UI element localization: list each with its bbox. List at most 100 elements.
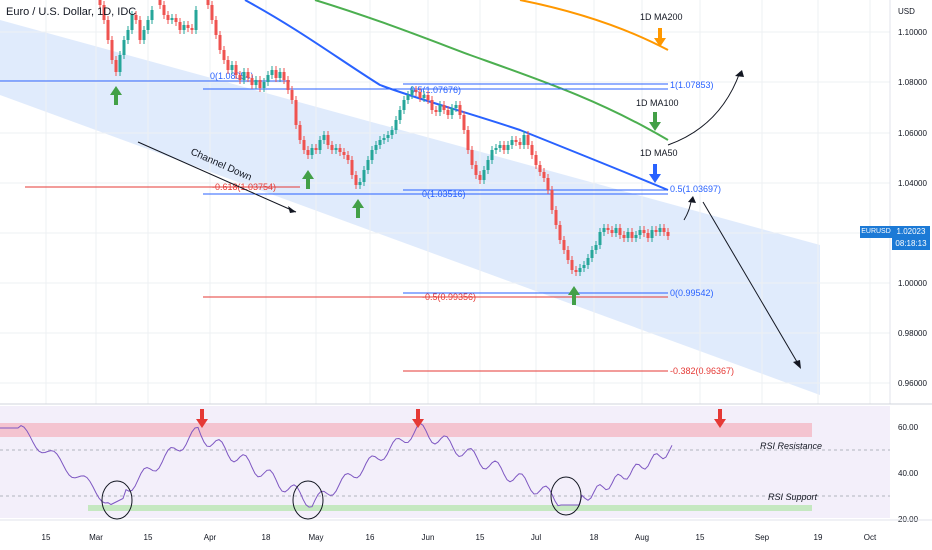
level-label-5: 0(1.03516) bbox=[422, 189, 466, 199]
rsi-resistance-zone bbox=[0, 423, 812, 437]
candle-body bbox=[106, 20, 110, 40]
price-tick-label: 0.96000 bbox=[898, 379, 927, 388]
candle-body bbox=[358, 182, 362, 185]
candle-body bbox=[510, 140, 514, 145]
candle-body bbox=[274, 70, 278, 78]
candle-body bbox=[630, 232, 634, 238]
candle-body bbox=[518, 142, 522, 145]
level-label-3: 1(1.07853) bbox=[670, 80, 714, 90]
candle-body bbox=[614, 228, 618, 233]
candle-body bbox=[326, 135, 330, 145]
time-tick-label: 16 bbox=[366, 533, 375, 542]
candle-body bbox=[618, 228, 622, 235]
candle-body bbox=[490, 150, 494, 160]
candle-body bbox=[554, 210, 558, 225]
candle-body bbox=[538, 165, 542, 172]
candle-body bbox=[410, 90, 414, 95]
candle-body bbox=[278, 72, 282, 78]
rsi-support-zone bbox=[88, 505, 812, 511]
candle-body bbox=[642, 230, 646, 233]
candle-body bbox=[430, 100, 434, 110]
candle-body bbox=[250, 78, 254, 85]
candle-body bbox=[458, 105, 462, 115]
candle-body bbox=[610, 230, 614, 233]
candle-body bbox=[438, 105, 442, 112]
candle-body bbox=[190, 28, 194, 30]
candle-body bbox=[590, 250, 594, 258]
candle-body bbox=[322, 135, 326, 140]
chart-title: Euro / U.S. Dollar, 1D, IDC bbox=[6, 6, 137, 18]
level-label-4: -0.618(1.03754) bbox=[212, 182, 276, 192]
candle-body bbox=[374, 145, 378, 150]
time-tick-label: 15 bbox=[696, 533, 705, 542]
candle-body bbox=[298, 125, 302, 140]
candle-body bbox=[234, 65, 238, 75]
candle-body bbox=[138, 20, 142, 40]
candle-body bbox=[606, 228, 610, 230]
candle-body bbox=[350, 160, 354, 175]
rsi-tick-label: 60.00 bbox=[898, 423, 919, 432]
candle-body bbox=[114, 60, 118, 72]
candle-body bbox=[634, 235, 638, 238]
candle-body bbox=[246, 72, 250, 78]
candle-body bbox=[478, 175, 482, 180]
candle-body bbox=[186, 25, 190, 28]
green-arrows bbox=[110, 28, 666, 305]
candle-body bbox=[210, 5, 214, 20]
candle-body bbox=[522, 135, 526, 145]
candle-body bbox=[150, 10, 154, 20]
candle-body bbox=[266, 75, 270, 82]
candle-body bbox=[354, 175, 358, 185]
candle-body bbox=[122, 40, 126, 55]
candle-body bbox=[550, 190, 554, 210]
candle-body bbox=[574, 270, 578, 272]
candle-body bbox=[342, 152, 346, 155]
candle-body bbox=[254, 80, 258, 85]
last-price-tag: 1.02023 bbox=[892, 226, 930, 238]
candle-body bbox=[558, 225, 562, 240]
ma100-line bbox=[314, 0, 669, 141]
candle-body bbox=[566, 250, 570, 260]
time-tick-label: 18 bbox=[262, 533, 271, 542]
candle-body bbox=[366, 160, 370, 170]
candle-body bbox=[310, 148, 314, 155]
time-tick-label: 15 bbox=[144, 533, 153, 542]
candle-body bbox=[474, 165, 478, 175]
candle-body bbox=[362, 170, 366, 182]
candle-body bbox=[646, 233, 650, 238]
level-label-1: 0(1.08054) bbox=[210, 71, 254, 81]
time-tick-label: Jul bbox=[531, 533, 541, 542]
rsi-line bbox=[0, 422, 673, 508]
candle-body bbox=[506, 145, 510, 150]
price-tick-label: 1.10000 bbox=[898, 28, 927, 37]
candle-body bbox=[218, 35, 222, 50]
channel-arrow bbox=[137, 141, 297, 213]
candle-body bbox=[406, 95, 410, 100]
candle-body bbox=[286, 80, 290, 90]
price-tick-label: 1.06000 bbox=[898, 129, 927, 138]
candle-body bbox=[586, 258, 590, 265]
candle-body bbox=[242, 72, 246, 80]
time-tick-label: Sep bbox=[755, 533, 770, 542]
candle-body bbox=[454, 105, 458, 108]
candle-body bbox=[142, 30, 146, 40]
level-label-2: 0.5(1.07676) bbox=[410, 85, 461, 95]
time-tick-label: Oct bbox=[864, 533, 877, 542]
candle-body bbox=[162, 5, 166, 15]
candle-body bbox=[562, 240, 566, 250]
level-lines bbox=[0, 80, 668, 372]
candle-body bbox=[582, 265, 586, 268]
candle-body bbox=[650, 230, 654, 238]
candle-body bbox=[470, 150, 474, 165]
level-label-6: 0.5(1.03697) bbox=[670, 184, 721, 194]
candle-body bbox=[426, 95, 430, 100]
symbol-tag: EURUSD bbox=[860, 226, 892, 238]
candle-body bbox=[194, 10, 198, 30]
candle-body bbox=[482, 170, 486, 180]
rsi-support-label: RSI Support bbox=[768, 492, 818, 502]
candle-body bbox=[526, 135, 530, 145]
candle-body bbox=[602, 228, 606, 232]
time-tick-label: May bbox=[308, 533, 323, 542]
